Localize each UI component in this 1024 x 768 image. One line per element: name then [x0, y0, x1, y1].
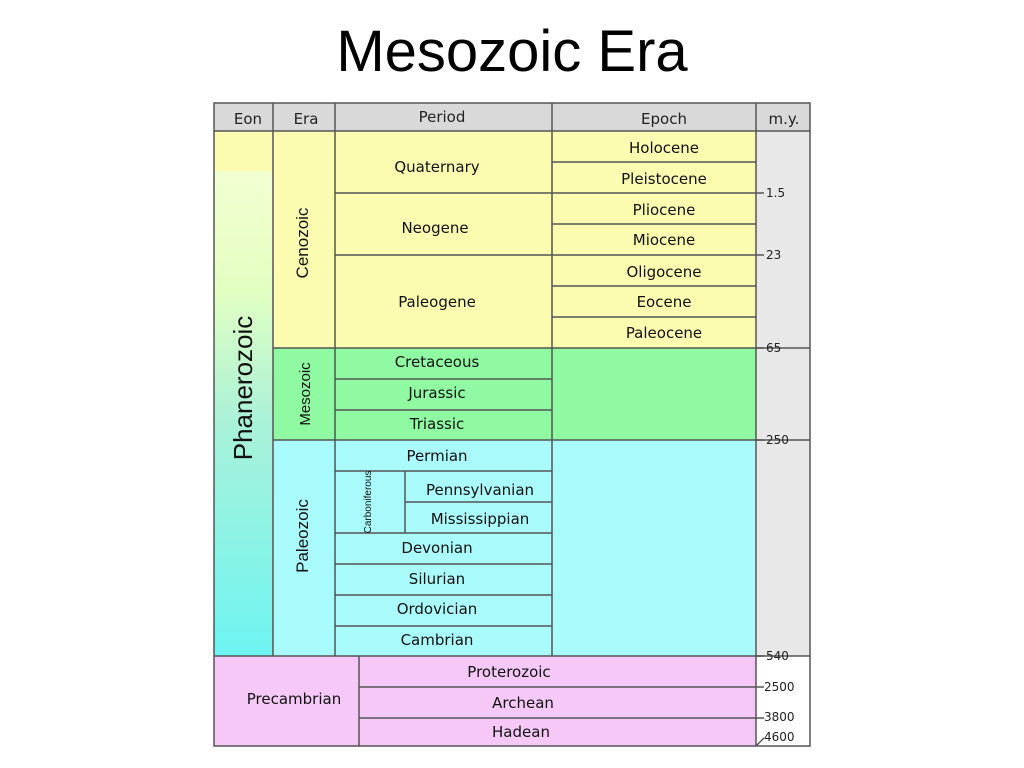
eon-phanerozoic-cell: [214, 131, 273, 656]
my-tick-label: 540: [766, 649, 789, 663]
my-tick-label: 250: [766, 433, 789, 447]
era-mesozoic-cell: [273, 348, 335, 440]
header-era: Era: [294, 110, 319, 128]
eon-archean: Archean: [492, 694, 554, 712]
eon-phanerozoic-top-band: [214, 131, 273, 171]
eon-proterozoic: Proterozoic: [467, 663, 550, 681]
epoch-oligocene: Oligocene: [626, 263, 701, 281]
period-jurassic: Jurassic: [407, 384, 465, 402]
my-tick-label: 65: [766, 341, 781, 355]
period-triassic: Triassic: [409, 415, 465, 433]
my-column-bg: [756, 131, 810, 656]
period-permian: Permian: [406, 447, 467, 465]
period-cambrian: Cambrian: [401, 631, 474, 649]
era-paleozoic-label: Paleozoic: [293, 499, 312, 573]
eon-precambrian-label: Precambrian: [247, 690, 341, 708]
epoch-pleistocene: Pleistocene: [621, 170, 707, 188]
period-pennsylvanian: Pennsylvanian: [426, 481, 534, 499]
era-cenozoic-label: Cenozoic: [293, 207, 312, 278]
header-period: Period: [419, 108, 466, 126]
paleozoic-region: [335, 440, 756, 656]
period-devonian: Devonian: [401, 539, 472, 557]
epoch-miocene: Miocene: [633, 231, 696, 249]
slide-title: Mesozoic Era: [336, 19, 688, 84]
epoch-pliocene: Pliocene: [633, 201, 696, 219]
epoch-paleocene: Paleocene: [626, 324, 702, 342]
grid-lines: [213, 102, 811, 747]
era-mesozoic-label: Mesozoic: [297, 362, 314, 426]
period-silurian: Silurian: [409, 570, 465, 588]
epoch-eocene: Eocene: [637, 293, 692, 311]
mesozoic-region: [335, 348, 756, 440]
header-epoch: Epoch: [641, 110, 687, 128]
my-tick-label: 2500: [764, 680, 795, 694]
precambrian-region: [214, 656, 756, 746]
my-tick-label: 23: [766, 248, 781, 262]
period-neogene: Neogene: [401, 219, 468, 237]
period-paleogene: Paleogene: [398, 293, 476, 311]
era-cenozoic-cell: [273, 131, 335, 348]
period-cretaceous: Cretaceous: [395, 353, 480, 371]
period-mississippian: Mississippian: [431, 510, 530, 528]
period-quaternary: Quaternary: [394, 158, 479, 176]
eon-hadean: Hadean: [492, 723, 550, 741]
period-ordovician: Ordovician: [397, 600, 478, 618]
eon-phanerozoic-label: Phanerozoic: [228, 316, 258, 461]
period-carboniferous-label: Carboniferous: [363, 471, 374, 534]
era-paleozoic-cell: [273, 440, 335, 656]
header-my: m.y.: [769, 110, 800, 128]
my-tick-label: 3800: [764, 710, 795, 724]
header-row-bg: [214, 103, 810, 131]
header-eon: Eon: [234, 110, 262, 128]
cenozoic-region: [335, 131, 756, 348]
my-tick-label: 4600: [764, 730, 795, 744]
epoch-holocene: Holocene: [629, 139, 699, 157]
my-tick-label: 1.5: [766, 186, 785, 200]
